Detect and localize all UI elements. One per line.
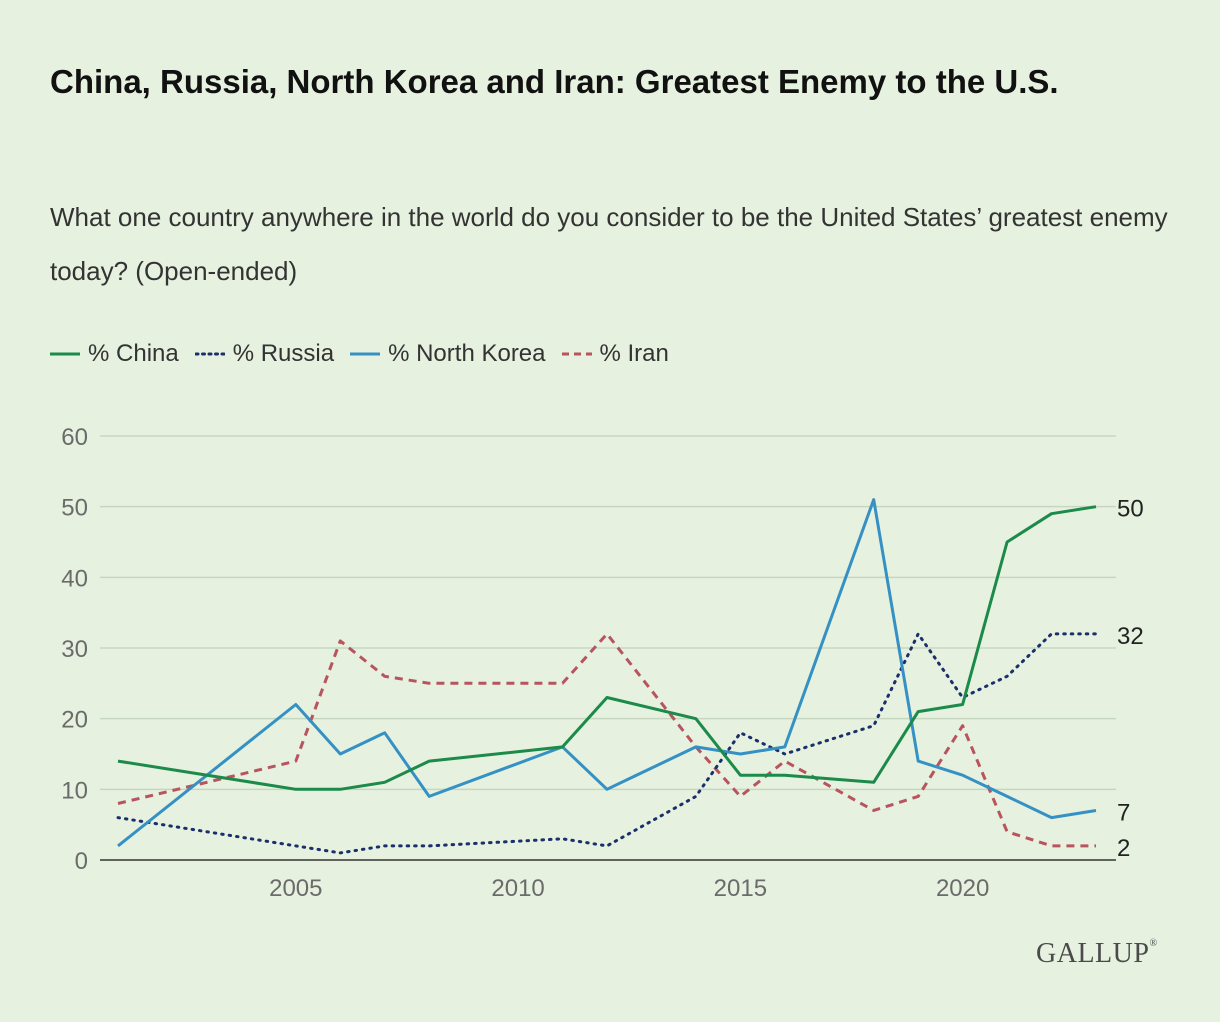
- gallup-logo: GALLUP®: [1036, 938, 1158, 969]
- x-tick-label-2010: 2010: [491, 875, 544, 902]
- y-tick-label-50: 50: [61, 495, 88, 522]
- legend-label-north-korea: % North Korea: [388, 340, 546, 367]
- legend-swatch-russia: [194, 352, 225, 356]
- legend-swatch-iran: [561, 352, 592, 356]
- legend-item-north-korea: % North Korea: [350, 340, 546, 368]
- end-label-russia: 32: [1117, 623, 1144, 650]
- legend-item-russia: % Russia: [194, 340, 335, 368]
- series-line-north-korea: [117, 498, 1097, 848]
- series-line-iran: [117, 632, 1096, 848]
- chart-legend: % China % Russia % North Korea % Iran: [50, 340, 685, 368]
- legend-label-russia: % Russia: [232, 340, 335, 367]
- y-tick-label-20: 20: [61, 707, 88, 734]
- y-tick-label-0: 0: [75, 848, 88, 875]
- x-tick-label-2005: 2005: [269, 875, 322, 902]
- y-tick-label-40: 40: [61, 565, 88, 592]
- legend-swatch-china: [50, 352, 80, 356]
- end-label-iran: 2: [1117, 835, 1130, 862]
- series-line-russia: [116, 632, 1098, 855]
- x-tick-label-2020: 2020: [936, 875, 989, 902]
- y-tick-label-30: 30: [61, 636, 88, 663]
- legend-label-china: % China: [88, 340, 179, 367]
- end-label-north-korea: 7: [1117, 800, 1130, 827]
- legend-item-china: % China: [50, 340, 179, 368]
- y-tick-label-60: 60: [61, 424, 88, 451]
- legend-label-iran: % Iran: [599, 340, 669, 367]
- legend-item-iran: % Iran: [561, 340, 669, 368]
- series-line-china: [117, 505, 1097, 791]
- chart-subtitle: What one country anywhere in the world d…: [50, 202, 1168, 286]
- chart-title: China, Russia, North Korea and Iran: Gre…: [50, 63, 1059, 100]
- end-label-china: 50: [1117, 496, 1144, 523]
- gallup-logo-text: GALLUP: [1036, 938, 1150, 969]
- x-tick-label-2015: 2015: [714, 875, 767, 902]
- y-tick-label-10: 10: [61, 777, 88, 804]
- legend-swatch-north-korea: [350, 352, 381, 356]
